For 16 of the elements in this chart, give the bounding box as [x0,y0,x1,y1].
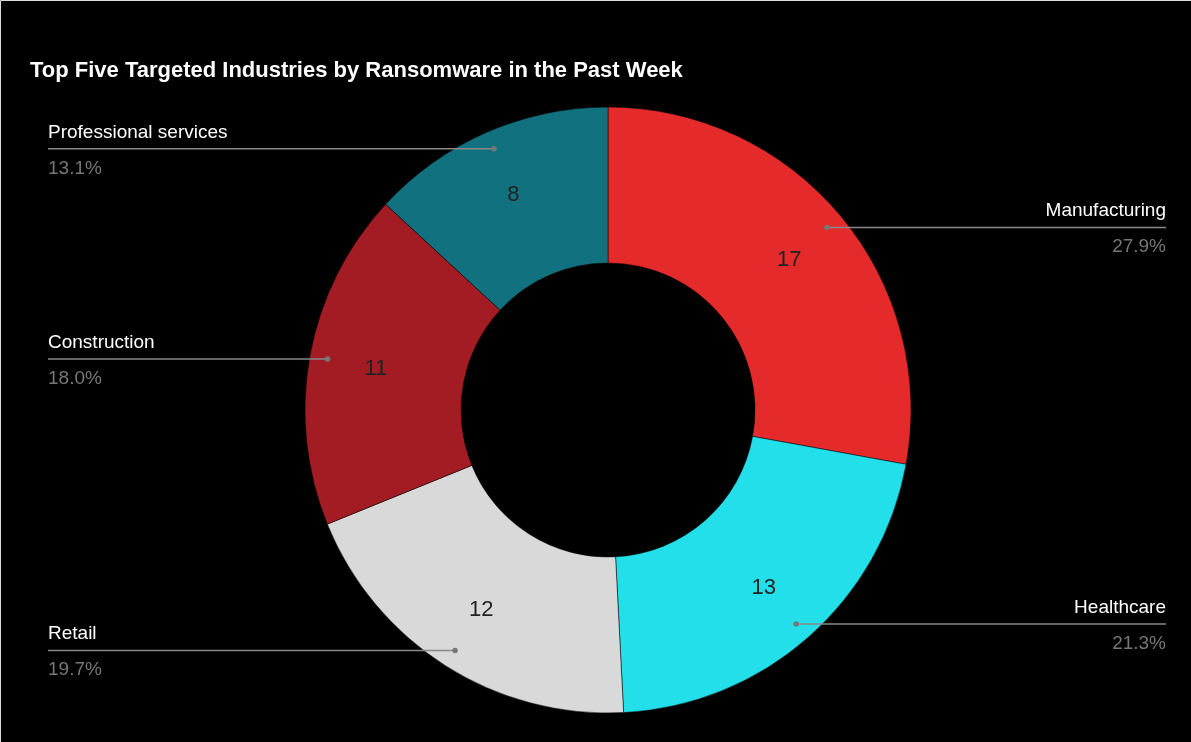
chart-title: Top Five Targeted Industries by Ransomware in the Past Week [30,57,684,82]
data-label: 12 [469,596,494,622]
data-label: 11 [364,354,388,380]
slice-label: Construction [48,330,155,352]
slice-label: Professional services [48,120,228,142]
data-label: 13 [751,574,777,600]
text: 13.1% [48,156,102,178]
data-label: 17 [776,245,802,271]
text: 18.0% [48,366,102,388]
text: 19.7% [48,658,102,680]
slice-label: Retail [48,622,97,644]
slice-label: Manufacturing [1045,199,1166,221]
text: 27.9% [1112,235,1167,257]
text: 21.3% [1112,632,1167,654]
data-label: 8 [507,180,520,206]
slice-label: Healthcare [1074,596,1166,618]
